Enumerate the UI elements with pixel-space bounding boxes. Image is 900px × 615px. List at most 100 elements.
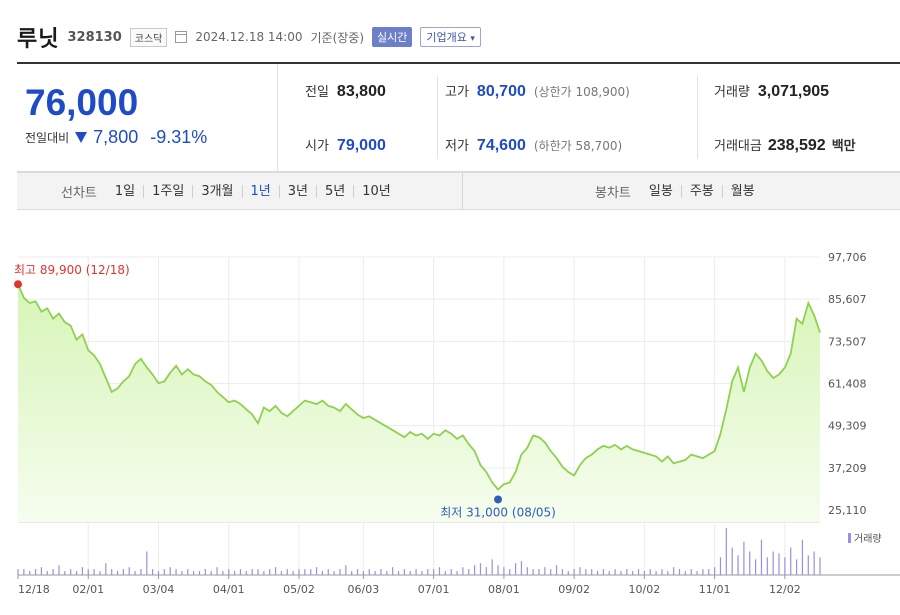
change-row: 전일대비 7,800 -9.31% xyxy=(25,127,207,148)
x-tick-label: 08/01 xyxy=(488,583,520,596)
volume-bar xyxy=(474,565,476,575)
x-tick-label: 11/01 xyxy=(699,583,731,596)
volume-bar xyxy=(427,569,429,575)
range-3y[interactable]: 3년 xyxy=(278,184,316,198)
volume-bar xyxy=(596,571,599,575)
range-3m[interactable]: 3개월 xyxy=(192,184,241,198)
x-tick-label: 03/04 xyxy=(143,583,175,596)
max-marker xyxy=(14,280,22,289)
volume-bar xyxy=(690,569,692,575)
quote-panel: 76,000 전일대비 7,800 -9.31% 전일 83,800 시가 79… xyxy=(17,62,900,172)
volume-bar xyxy=(509,569,511,575)
x-tick-label: 05/02 xyxy=(283,583,315,596)
volume-bar xyxy=(743,541,745,575)
volume-bar xyxy=(327,569,329,575)
range-5y[interactable]: 5년 xyxy=(316,184,353,198)
volume-bar xyxy=(251,569,253,575)
y-tick-label: 73,507 xyxy=(828,335,867,348)
volume-bar xyxy=(29,571,31,575)
range-1d[interactable]: 1일 xyxy=(114,183,136,199)
volume-bar xyxy=(485,567,487,575)
volume-bar xyxy=(233,571,236,575)
candle-daily[interactable]: 일봉 xyxy=(648,183,673,199)
volume-bar xyxy=(585,569,587,575)
open-price: 시가 79,000 xyxy=(305,135,386,155)
line-chart-ranges: 선차트 1일 1주일 3개월 1년 3년 5년 10년 xyxy=(61,182,399,201)
volume-bar xyxy=(544,567,546,575)
volume-bar xyxy=(245,571,247,575)
volume-bar xyxy=(579,567,581,575)
volume-bar xyxy=(386,571,388,575)
volume-bar xyxy=(649,569,651,575)
volume-bar xyxy=(111,569,113,575)
volume-bar xyxy=(175,569,177,575)
volume-bar xyxy=(239,569,242,575)
company-info-button[interactable]: 기업개요 ▾ xyxy=(420,27,481,47)
timestamp: 2024.12.18 14:00 xyxy=(195,30,303,44)
high-price: 고가 80,700 (상한가 108,900) xyxy=(445,81,630,101)
y-axis: 97,706 85,607 73,507 61,408 49,309 37,209 25,1… xyxy=(828,251,867,517)
volume-bar xyxy=(52,569,54,575)
stock-header: 루닛 328130 코스닥 2024.12.18 14:00 기준(장중) 실시… xyxy=(17,22,481,52)
trade-amount: 거래대금 238,592 백만 xyxy=(714,135,856,155)
volume-bar xyxy=(719,557,722,575)
volume-bar xyxy=(298,569,300,575)
volume-bar xyxy=(392,567,394,575)
quote-divider xyxy=(277,64,278,171)
volume-bar xyxy=(608,571,610,575)
volume-bar xyxy=(274,567,277,575)
volume-bar xyxy=(667,571,669,575)
price-line xyxy=(17,283,821,491)
volume-bar xyxy=(561,569,564,575)
candle-weekly[interactable]: 주봉 xyxy=(680,184,722,198)
volume-bar xyxy=(105,563,107,575)
volume-bar xyxy=(403,569,405,575)
volume-bar xyxy=(23,569,25,575)
volume-bar xyxy=(269,569,271,575)
volume-bar xyxy=(772,551,774,575)
volume-bar xyxy=(286,569,288,575)
stock-name: 루닛 xyxy=(17,27,60,52)
high-label: 고가 xyxy=(445,85,469,100)
volume-bar xyxy=(70,569,72,575)
candle-monthly[interactable]: 월봉 xyxy=(721,184,763,198)
market-badge: 코스닥 xyxy=(129,27,168,47)
y-tick-label: 25,110 xyxy=(828,504,867,517)
max-annotation: 최고 89,900 (12/18) xyxy=(14,263,130,277)
volume-bar xyxy=(514,563,517,575)
volume-bar xyxy=(801,539,804,575)
prev-close-value: 83,800 xyxy=(336,83,386,100)
lower-limit: (하한가 58,700) xyxy=(533,139,623,153)
prev-close: 전일 83,800 xyxy=(305,81,386,101)
volume-bar xyxy=(737,555,739,575)
volume-bar xyxy=(81,567,83,575)
volume-bar xyxy=(280,571,283,575)
y-tick-label: 97,706 xyxy=(828,251,867,264)
volume-bar xyxy=(146,551,148,575)
volume-bar xyxy=(807,555,809,575)
change-label: 전일대비 xyxy=(25,131,70,145)
volume-bar xyxy=(438,567,441,575)
volume-bar xyxy=(550,569,552,575)
volume-bar xyxy=(555,565,558,575)
volume-bar xyxy=(591,569,593,575)
prev-close-label: 전일 xyxy=(305,85,329,100)
volume-bar xyxy=(456,571,458,575)
volume-bar xyxy=(58,565,60,575)
volume-bar xyxy=(444,571,446,575)
volume-bar xyxy=(169,567,171,575)
volume-bar xyxy=(163,569,165,575)
range-1w[interactable]: 1주일 xyxy=(143,184,192,198)
volume-value: 3,071,905 xyxy=(757,83,830,100)
volume-bar xyxy=(714,567,716,575)
change-value: 7,800 xyxy=(93,127,139,147)
down-triangle-icon xyxy=(75,132,88,143)
volume-bar xyxy=(152,569,154,575)
range-10y[interactable]: 10년 xyxy=(353,184,399,198)
range-1y[interactable]: 1년 xyxy=(241,184,279,198)
x-tick-label: 12/18 xyxy=(18,583,50,596)
realtime-button[interactable]: 실시간 xyxy=(372,27,413,47)
volume-bar xyxy=(479,563,482,575)
current-price: 76,000 xyxy=(25,82,139,123)
volume-bar xyxy=(292,571,294,575)
